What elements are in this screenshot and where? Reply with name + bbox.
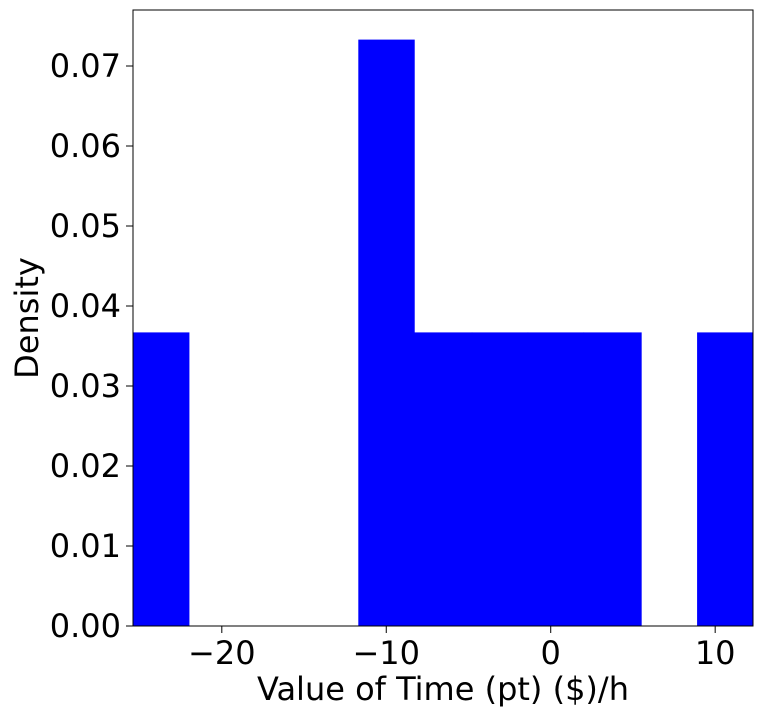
y-tick-label: 0.03 — [50, 367, 121, 405]
histogram-bar-7 — [527, 332, 585, 626]
histogram-bar-0 — [133, 332, 190, 626]
y-tick-label: 0.01 — [50, 527, 121, 565]
y-axis-label: Density — [8, 257, 46, 379]
plot-frame — [132, 9, 754, 627]
histogram-bar-8 — [583, 332, 642, 626]
x-axis: −20 −10 0 10 — [188, 626, 736, 672]
x-axis-label: Value of Time (pt) ($)/h — [257, 670, 629, 708]
y-tick-label: 0.06 — [50, 127, 121, 165]
y-tick-label: 0.05 — [50, 207, 121, 245]
x-tick-label: −20 — [188, 634, 256, 672]
histogram-bar-10 — [697, 332, 754, 626]
x-tick-label: 0 — [541, 634, 561, 672]
y-tick-label: 0.04 — [50, 287, 121, 325]
y-tick-label: 0.02 — [50, 447, 121, 485]
x-tick-label: 10 — [695, 634, 736, 672]
histogram-bar-5 — [414, 332, 473, 626]
histogram-bar-4 — [358, 39, 415, 627]
y-tick-label: 0.07 — [50, 47, 121, 85]
histogram-bar-6 — [471, 332, 529, 626]
y-axis: 0.00 0.01 0.02 0.03 0.04 0.05 0.06 0.07 — [50, 47, 133, 645]
bars-layer — [133, 39, 754, 627]
x-tick-label: −10 — [352, 634, 420, 672]
y-tick-label: 0.00 — [50, 607, 121, 645]
